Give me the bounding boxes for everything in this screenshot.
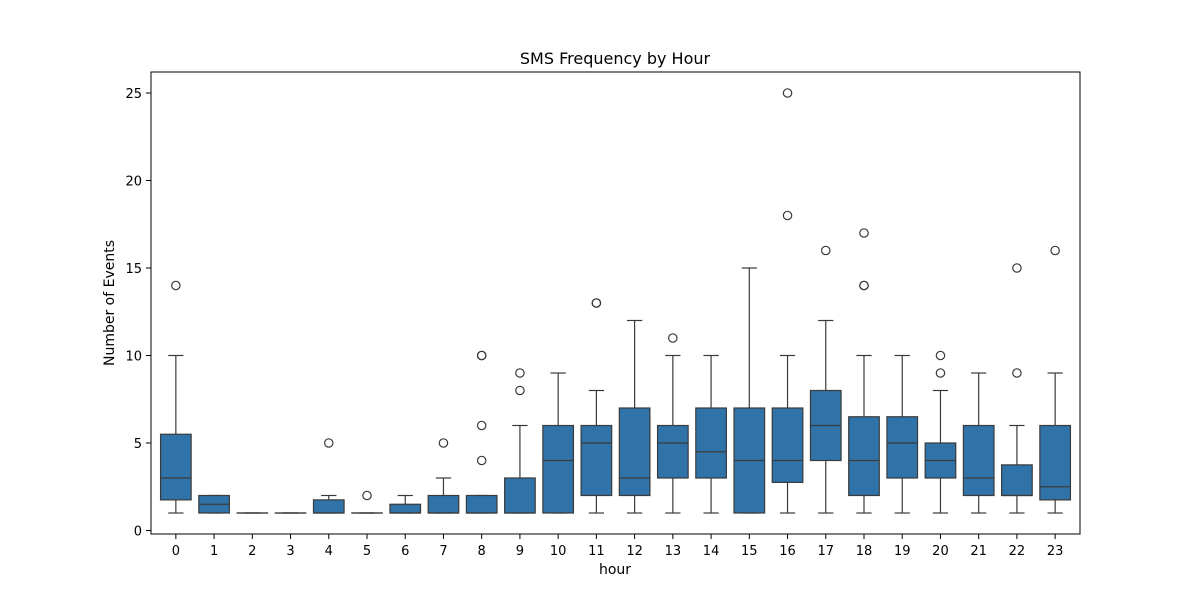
box-hour-6	[389, 494, 422, 514]
iqr-box	[618, 407, 651, 497]
box-hour-18	[848, 228, 880, 514]
iqr-box	[465, 494, 498, 514]
x-tick-label: 9	[516, 544, 524, 559]
iqr-box	[389, 503, 422, 514]
x-tick-label: 20	[932, 544, 949, 559]
x-tick-label: 14	[703, 544, 720, 559]
box-hour-8	[465, 350, 498, 514]
outlier-point	[591, 298, 602, 308]
outlier-point	[438, 438, 449, 448]
box-hour-10	[542, 372, 575, 514]
box-hour-23	[1039, 245, 1072, 514]
box-hour-14	[695, 354, 727, 514]
iqr-box	[848, 416, 880, 497]
x-tick-label: 8	[478, 544, 486, 559]
outlier-point	[362, 490, 372, 501]
outlier-point	[782, 88, 793, 98]
x-tick-label: 12	[626, 544, 643, 559]
iqr-box	[656, 424, 689, 479]
iqr-box	[542, 424, 575, 514]
box-hour-4	[312, 438, 345, 514]
outlier-point	[820, 245, 831, 256]
outlier-point	[171, 280, 181, 291]
iqr-box	[159, 433, 192, 501]
outlier-point	[935, 368, 946, 378]
box-hour-15	[733, 267, 766, 514]
y-tick-label: 0	[134, 525, 142, 540]
y-tick-label: 20	[125, 175, 142, 190]
outlier-point	[476, 350, 487, 361]
x-tick-label: 0	[172, 544, 180, 559]
iqr-box	[580, 424, 613, 497]
x-tick-label: 4	[325, 544, 333, 559]
outlier-point	[935, 350, 946, 361]
iqr-box	[1001, 464, 1033, 497]
x-tick-label: 6	[401, 544, 409, 559]
y-axis: 0 5 10 15 20 25	[125, 87, 151, 540]
outlier-point	[1050, 245, 1060, 256]
x-tick-label: 3	[286, 544, 294, 559]
box-hour-1	[198, 494, 230, 514]
y-tick-label: 15	[125, 262, 142, 277]
box-hour-22	[1001, 263, 1033, 514]
box-hour-7	[427, 438, 460, 514]
iqr-box	[695, 407, 727, 479]
x-axis: 0 1 2 3 4 5 6 7 8 9 10 11 12 13 14 15 16 17 18 19 20 21 22 23	[172, 534, 1064, 559]
outlier-point	[476, 420, 487, 431]
axes-frame	[150, 71, 1081, 535]
x-tick-label: 13	[665, 544, 682, 559]
box-hour-9	[504, 368, 536, 514]
box-hour-13	[656, 333, 689, 514]
outlier-point	[668, 333, 678, 343]
x-tick-label: 15	[741, 544, 758, 559]
chart-title: SMS Frequency by Hour	[520, 49, 711, 68]
box-hour-21	[962, 372, 995, 514]
box-hour-16	[771, 88, 804, 514]
x-tick-label: 18	[856, 544, 873, 559]
iqr-box	[886, 416, 919, 479]
x-tick-label: 16	[779, 544, 796, 559]
x-tick-label: 19	[894, 544, 911, 559]
outlier-point	[1012, 263, 1022, 273]
y-tick-label: 5	[134, 437, 142, 452]
iqr-box	[312, 499, 345, 514]
iqr-box	[427, 494, 460, 514]
y-tick-label: 25	[125, 87, 142, 102]
iqr-box	[1039, 424, 1072, 501]
x-tick-label: 17	[817, 544, 834, 559]
box-hour-5	[351, 490, 383, 514]
iqr-box	[771, 407, 804, 483]
y-tick-label: 10	[125, 350, 142, 365]
x-tick-label: 22	[1009, 544, 1026, 559]
outlier-point	[515, 385, 525, 396]
iqr-box	[504, 477, 536, 514]
box-hour-11	[580, 298, 613, 514]
x-axis-title: hour	[599, 562, 631, 578]
outlier-point	[859, 280, 869, 291]
outlier-point	[1012, 368, 1022, 378]
iqr-box	[962, 424, 995, 497]
outlier-point	[515, 368, 525, 378]
box-hour-19	[886, 354, 919, 514]
box-hour-0	[159, 280, 192, 514]
y-axis-title: Number of Events	[102, 240, 118, 366]
box-hour-12	[618, 319, 651, 514]
plot-area	[159, 88, 1072, 514]
x-tick-label: 11	[588, 544, 605, 559]
box-hour-20	[924, 350, 957, 514]
outlier-point	[859, 228, 869, 238]
outlier-point	[323, 438, 334, 448]
x-tick-label: 2	[248, 544, 256, 559]
x-tick-label: 7	[439, 544, 447, 559]
x-tick-label: 10	[550, 544, 567, 559]
outlier-point	[782, 210, 793, 221]
box-hour-17	[809, 245, 842, 514]
outlier-point	[476, 455, 487, 466]
x-tick-label: 21	[970, 544, 987, 559]
x-tick-label: 23	[1047, 544, 1064, 559]
x-tick-label: 1	[210, 544, 218, 559]
x-tick-label: 5	[363, 544, 371, 559]
